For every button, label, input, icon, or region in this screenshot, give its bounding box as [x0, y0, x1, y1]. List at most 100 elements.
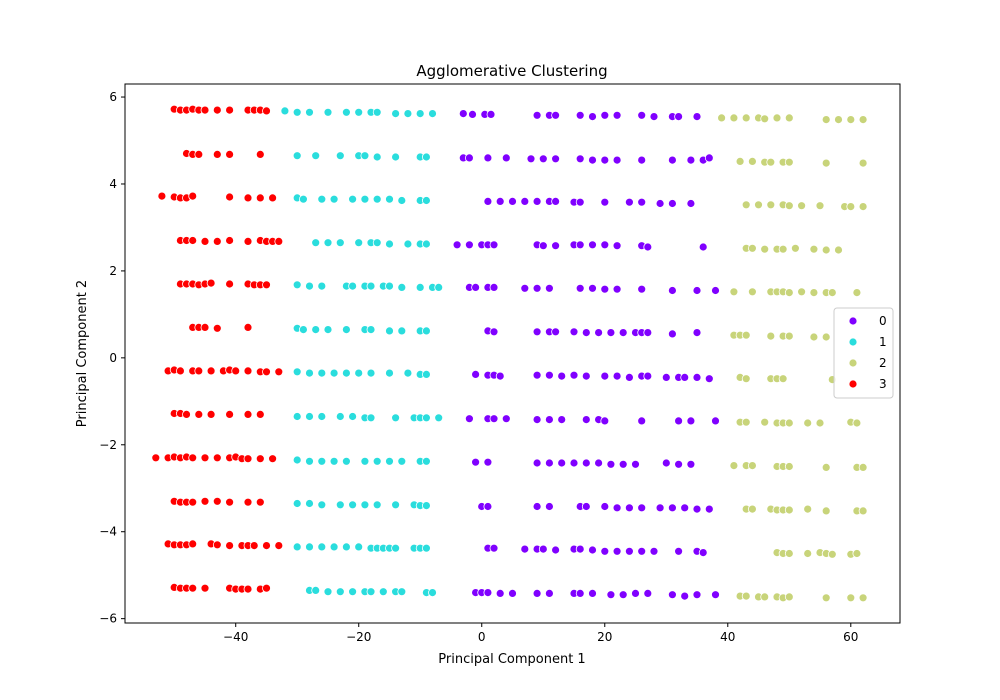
data-point-cluster-0 — [575, 197, 585, 207]
data-point-cluster-3 — [212, 496, 222, 506]
data-point-cluster-0 — [661, 372, 671, 382]
data-point-cluster-0 — [600, 546, 610, 556]
data-point-cluster-2 — [797, 201, 806, 211]
data-point-cluster-3 — [243, 366, 253, 376]
data-point-cluster-0 — [501, 153, 511, 163]
data-point-cluster-0 — [674, 459, 683, 469]
data-point-cluster-2 — [846, 115, 856, 124]
data-point-cluster-3 — [151, 453, 161, 463]
data-point-cluster-0 — [637, 155, 647, 165]
data-point-cluster-1 — [323, 107, 333, 117]
data-point-cluster-3 — [243, 497, 253, 507]
data-point-cluster-1 — [311, 151, 321, 161]
data-point-cluster-0 — [612, 110, 622, 120]
x-tick-label: 0 — [478, 630, 486, 644]
data-point-cluster-0 — [532, 196, 542, 206]
data-point-cluster-0 — [520, 544, 530, 554]
data-point-cluster-1 — [292, 107, 302, 117]
data-point-cluster-0 — [618, 590, 628, 600]
legend-label-2: 2 — [879, 356, 887, 370]
data-point-cluster-0 — [594, 328, 603, 338]
data-point-cluster-1 — [403, 368, 413, 378]
data-point-cluster-0 — [649, 546, 659, 556]
data-point-cluster-2 — [827, 549, 837, 559]
data-point-cluster-1 — [348, 500, 358, 510]
data-point-cluster-3 — [225, 541, 235, 550]
data-point-cluster-1 — [305, 499, 314, 508]
data-point-cluster-0 — [692, 372, 702, 382]
data-point-cluster-0 — [532, 327, 542, 337]
data-point-cluster-1 — [391, 152, 401, 162]
x-tick-label: −20 — [346, 630, 371, 644]
data-point-cluster-0 — [489, 240, 499, 250]
data-point-cluster-1 — [397, 196, 407, 205]
data-point-cluster-0 — [618, 328, 628, 338]
data-point-cluster-0 — [508, 196, 517, 206]
legend-label-3: 3 — [879, 377, 887, 391]
data-point-cluster-2 — [748, 243, 757, 253]
legend-marker-1 — [848, 337, 858, 347]
data-point-cluster-0 — [668, 155, 677, 165]
data-point-cluster-0 — [581, 371, 591, 381]
data-point-cluster-0 — [594, 458, 603, 468]
data-point-cluster-2 — [809, 288, 819, 298]
data-point-cluster-1 — [335, 500, 345, 510]
data-point-cluster-1 — [415, 109, 425, 118]
data-point-cluster-1 — [397, 456, 407, 466]
data-point-cluster-3 — [206, 278, 216, 288]
data-point-cluster-1 — [323, 238, 333, 248]
data-point-cluster-1 — [421, 196, 431, 205]
data-point-cluster-0 — [692, 112, 702, 121]
data-point-cluster-1 — [366, 325, 376, 335]
x-tick-label: 60 — [843, 630, 858, 644]
data-point-cluster-3 — [255, 193, 265, 203]
data-point-cluster-0 — [711, 286, 720, 295]
data-point-cluster-0 — [600, 110, 610, 120]
data-point-cluster-3 — [212, 105, 222, 115]
data-point-cluster-0 — [637, 110, 647, 120]
data-point-cluster-0 — [686, 155, 696, 165]
data-point-cluster-0 — [483, 502, 493, 511]
data-point-cluster-0 — [483, 457, 493, 467]
data-point-cluster-1 — [354, 238, 364, 248]
data-point-cluster-0 — [489, 414, 499, 424]
data-point-cluster-0 — [704, 153, 714, 163]
data-point-cluster-1 — [311, 586, 321, 595]
data-point-cluster-3 — [255, 497, 265, 507]
data-point-cluster-0 — [643, 589, 653, 598]
data-point-cluster-2 — [797, 287, 806, 297]
data-point-cluster-2 — [784, 549, 794, 558]
data-point-cluster-1 — [385, 194, 394, 204]
data-point-cluster-1 — [397, 282, 407, 292]
data-point-cluster-2 — [846, 202, 856, 212]
data-point-cluster-0 — [698, 242, 708, 252]
data-point-cluster-0 — [464, 153, 474, 163]
data-point-cluster-3 — [212, 236, 222, 246]
data-point-cluster-1 — [366, 281, 376, 291]
data-point-cluster-0 — [637, 416, 647, 426]
data-point-cluster-3 — [200, 236, 210, 246]
data-point-cluster-1 — [292, 367, 302, 377]
data-point-cluster-2 — [784, 201, 794, 211]
data-point-cluster-0 — [612, 503, 622, 513]
data-point-cluster-3 — [200, 453, 210, 463]
data-point-cluster-0 — [489, 543, 499, 553]
data-point-cluster-2 — [791, 243, 800, 253]
data-point-cluster-2 — [821, 506, 831, 516]
data-point-cluster-1 — [403, 239, 413, 249]
data-point-cluster-0 — [483, 588, 493, 597]
data-point-cluster-0 — [686, 199, 696, 208]
data-point-cluster-0 — [483, 196, 493, 206]
data-point-cluster-1 — [329, 194, 339, 204]
data-point-cluster-3 — [249, 541, 259, 550]
data-point-cluster-2 — [784, 505, 794, 515]
data-point-cluster-0 — [618, 459, 628, 469]
data-point-cluster-1 — [354, 368, 364, 378]
data-point-cluster-3 — [262, 280, 271, 290]
data-point-cluster-2 — [741, 200, 751, 210]
data-point-cluster-1 — [305, 368, 314, 378]
data-point-cluster-3 — [200, 322, 210, 332]
data-point-cluster-1 — [397, 326, 407, 336]
data-point-cluster-3 — [255, 409, 265, 419]
data-point-cluster-2 — [858, 506, 868, 516]
